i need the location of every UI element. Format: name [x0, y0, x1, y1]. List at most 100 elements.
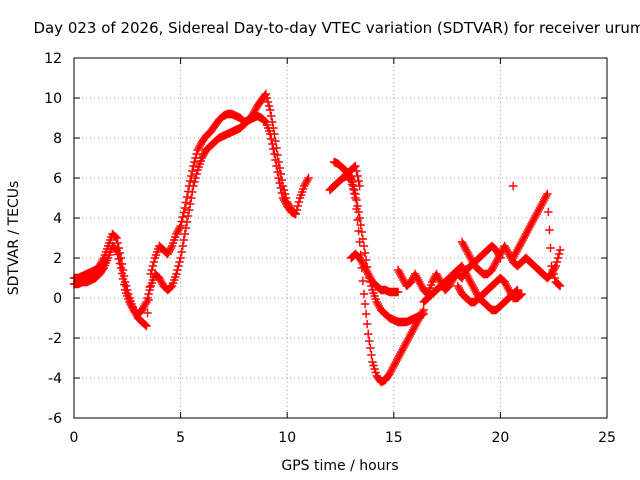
data-point	[355, 181, 364, 191]
data-point	[549, 269, 558, 279]
data-point	[188, 166, 197, 176]
data-point	[144, 289, 153, 299]
data-point	[191, 173, 200, 183]
data-series	[346, 249, 403, 297]
data-point	[190, 177, 199, 187]
data-point	[274, 173, 283, 183]
data-point	[353, 171, 362, 181]
data-point	[517, 289, 526, 299]
data-point	[187, 193, 196, 203]
data-point	[294, 197, 304, 207]
data-point	[361, 309, 371, 319]
data-point	[178, 212, 187, 222]
x-tick-label: 0	[70, 430, 79, 446]
y-tick-label: 12	[44, 51, 62, 67]
data-point	[360, 248, 370, 258]
data-series	[69, 111, 300, 319]
data-series	[329, 157, 428, 327]
data-point	[182, 192, 192, 202]
data-point	[545, 225, 554, 235]
data-point	[367, 350, 376, 360]
data-point	[111, 244, 120, 254]
data-point	[143, 308, 152, 318]
data-point	[293, 201, 303, 211]
y-tick-label: 2	[53, 251, 62, 267]
data-point	[351, 189, 360, 199]
data-point	[356, 220, 365, 230]
data-point	[182, 217, 192, 227]
data-point	[190, 157, 199, 167]
data-point	[264, 101, 274, 111]
y-tick-label: 10	[44, 91, 62, 107]
data-point	[352, 195, 361, 205]
data-point	[271, 155, 280, 165]
data-point	[142, 321, 151, 331]
data-point	[268, 139, 277, 149]
data-point	[360, 299, 370, 309]
data-point	[141, 320, 150, 330]
data-point	[174, 261, 183, 271]
data-point	[265, 105, 275, 115]
data-point	[178, 241, 187, 251]
data-point	[267, 134, 276, 144]
data-point	[149, 257, 159, 267]
data-point	[189, 181, 198, 191]
data-point	[270, 149, 279, 159]
data-point	[272, 143, 281, 153]
data-point	[351, 161, 360, 171]
data-point	[267, 111, 276, 121]
data-point	[352, 166, 361, 176]
data-point	[357, 227, 367, 237]
data-series	[508, 189, 565, 291]
data-point	[188, 187, 197, 197]
data-point	[365, 336, 374, 346]
data-point	[546, 243, 555, 253]
data-point	[192, 169, 201, 179]
data-point	[516, 290, 525, 300]
data-point	[272, 161, 281, 171]
data-point	[173, 265, 182, 275]
data-point	[176, 221, 185, 231]
data-point	[119, 280, 129, 289]
data-point	[348, 177, 357, 187]
data-point	[111, 232, 120, 242]
data-point	[187, 171, 196, 181]
data-point	[554, 249, 564, 259]
data-point	[147, 265, 157, 275]
data-point	[554, 280, 564, 290]
data-point	[548, 265, 557, 275]
data-point	[346, 173, 356, 183]
plot-frame	[73, 57, 608, 419]
data-point	[512, 286, 521, 296]
chart-title: Day 023 of 2026, Sidereal Day-to-day VTE…	[33, 19, 640, 37]
data-point	[189, 161, 198, 171]
data-point	[118, 274, 128, 284]
data-point	[114, 254, 123, 264]
y-tick-label: 4	[53, 211, 62, 227]
data-point	[273, 150, 282, 160]
data-point	[508, 181, 518, 191]
data-point	[366, 343, 375, 353]
data-point	[112, 233, 121, 243]
data-point	[362, 319, 372, 329]
data-point	[113, 238, 122, 248]
data-point	[359, 289, 369, 299]
data-point	[143, 293, 152, 303]
data-point	[543, 189, 552, 199]
data-point	[185, 199, 195, 209]
data-series	[508, 181, 518, 191]
data-point	[371, 368, 380, 377]
data-point	[354, 176, 363, 186]
data-point	[148, 261, 158, 271]
data-point	[393, 287, 403, 297]
data-point	[275, 178, 284, 188]
y-tick-label: 6	[53, 171, 62, 187]
data-point	[175, 257, 184, 267]
data-point	[358, 234, 368, 244]
data-series	[453, 273, 526, 307]
data-point	[547, 261, 556, 271]
data-point	[180, 203, 190, 213]
data-point	[544, 207, 553, 217]
y-axis-label: SDTVAR / TECUs	[6, 181, 22, 296]
